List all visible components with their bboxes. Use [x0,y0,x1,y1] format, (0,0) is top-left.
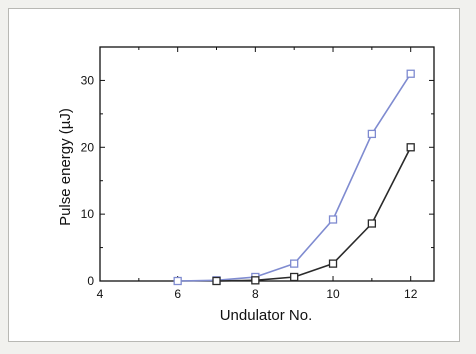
x-tick-label: 8 [252,287,259,301]
data-point [251,276,260,285]
data-point [406,69,415,78]
y-tick-label: 0 [87,274,94,288]
data-point [328,215,338,224]
plot-area-border [99,46,435,282]
x-axis: 4 6 8 10 12 [97,47,418,301]
data-point [406,143,415,152]
data-point [290,272,299,282]
data-point [328,259,338,268]
data-point [290,259,299,268]
data-point [367,129,377,139]
x-tick-label: 6 [174,287,181,301]
figure-frame [8,8,460,342]
x-tick-label: 10 [326,287,340,301]
x-axis-label: Undulator No. [220,307,313,324]
series-layer [173,69,415,286]
series-2 [212,143,415,286]
y-tick-label: 20 [81,140,95,154]
series-1-line [177,73,412,282]
x-tick-label: 12 [404,287,418,301]
y-axis-label: Pulse energy (µJ) [57,108,74,226]
series-2-line [216,146,412,282]
x-tick-label: 4 [97,287,104,301]
plot-frame [99,46,435,282]
data-point [173,276,182,286]
y-tick-label: 10 [81,207,95,221]
data-point [367,219,377,228]
series-1 [173,69,415,286]
data-point [212,276,221,286]
y-axis: 0 10 20 30 [81,46,434,288]
y-tick-label: 30 [81,73,95,87]
